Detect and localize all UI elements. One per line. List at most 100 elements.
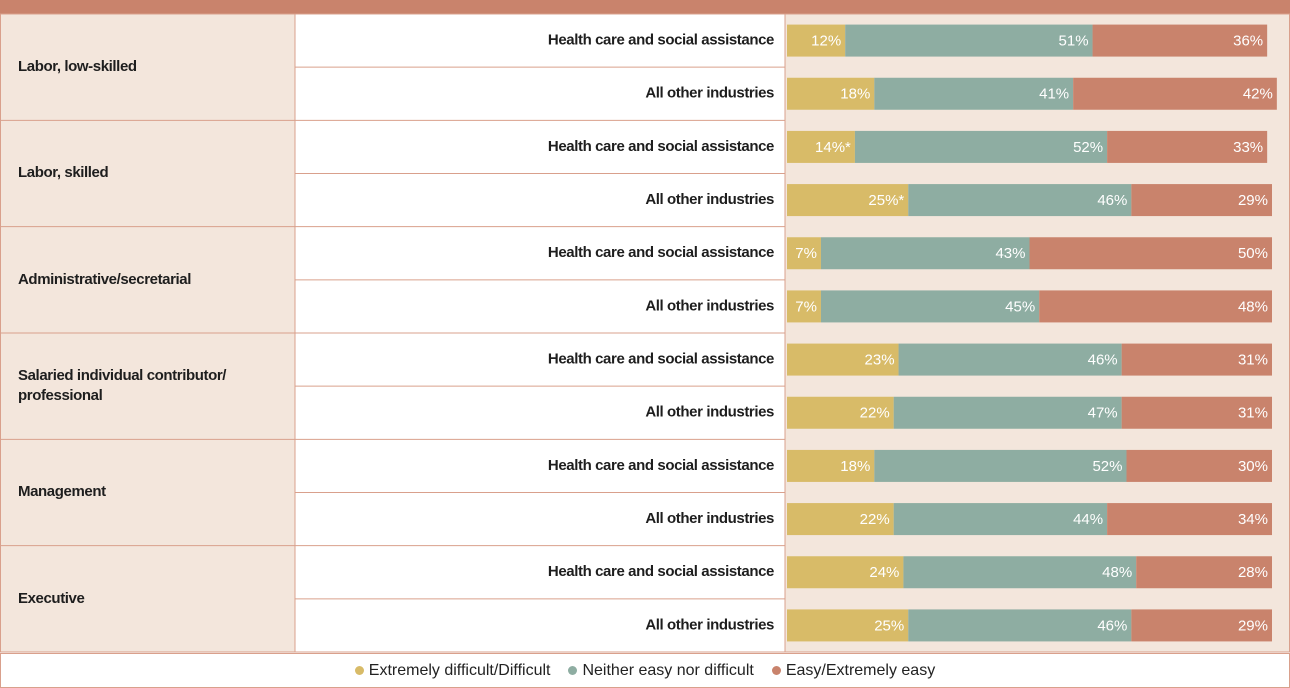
- value-label: 29%: [1238, 617, 1268, 634]
- value-label: 45%: [1005, 298, 1035, 315]
- group-label: Management: [18, 483, 106, 501]
- bar-segment: [845, 24, 1093, 57]
- value-label: 44%: [1073, 511, 1103, 528]
- group-cell: Labor, low-skilled: [18, 58, 137, 76]
- bar-segment: [1107, 130, 1268, 163]
- value-label: 46%: [1097, 617, 1127, 634]
- legend-item: Neither easy nor difficult: [568, 661, 754, 680]
- category-label: All other industries: [645, 510, 774, 527]
- category-label: Health care and social assistance: [548, 457, 774, 474]
- value-label: 52%: [1092, 458, 1122, 475]
- value-label: 18%: [840, 86, 870, 103]
- bar-segment: [1136, 556, 1272, 589]
- category-label: Health care and social assistance: [548, 351, 774, 368]
- bar-segment: [787, 609, 909, 642]
- bar-segment: [1131, 609, 1272, 642]
- bar-segment: [1039, 290, 1272, 323]
- bar-segment: [820, 290, 1040, 323]
- value-label: 42%: [1243, 86, 1273, 103]
- bar-segment: [787, 237, 821, 270]
- bar-segment: [1121, 396, 1272, 429]
- group-label: Administrative/secretarial: [18, 270, 192, 288]
- bar-segment: [787, 449, 875, 482]
- bar-segment: [1029, 237, 1272, 270]
- value-label: 51%: [1059, 33, 1089, 50]
- bar-segment: [874, 77, 1074, 110]
- category-label: Health care and social assistance: [548, 563, 774, 580]
- legend-label: Easy/Extremely easy: [785, 661, 936, 679]
- legend-label: Neither easy nor difficult: [582, 661, 754, 679]
- group-label: Salaried individual contributor/ profess…: [18, 367, 227, 405]
- value-label: 52%: [1073, 139, 1103, 156]
- bar-segment: [787, 184, 909, 217]
- group-cell: Labor, skilled: [18, 164, 109, 182]
- value-label: 31%: [1238, 352, 1268, 369]
- value-label: 48%: [1238, 298, 1268, 315]
- bar-segment: [820, 237, 1030, 270]
- category-label: All other industries: [645, 616, 774, 633]
- value-label: 25%*: [868, 192, 904, 209]
- bar-segment: [908, 184, 1132, 217]
- category-label: All other industries: [645, 297, 774, 314]
- value-label: 7%: [795, 245, 817, 262]
- category-label: All other industries: [645, 85, 774, 102]
- bar-segment: [854, 130, 1108, 163]
- bar-segment: [1126, 449, 1272, 482]
- value-label: 48%: [1102, 564, 1132, 581]
- bar-segment: [1073, 77, 1277, 110]
- group-cell: Executive: [18, 589, 85, 607]
- value-label: 22%: [860, 511, 890, 528]
- value-label: 22%: [860, 405, 890, 422]
- bar-segment: [787, 24, 846, 57]
- legend-item: Extremely difficult/Difficult: [354, 661, 551, 680]
- bar-segment: [787, 556, 904, 589]
- group-label: Labor, low-skilled: [18, 58, 137, 76]
- bar-segment: [787, 77, 875, 110]
- category-label: All other industries: [645, 404, 774, 421]
- bar-segment: [787, 396, 894, 429]
- value-label: 7%: [795, 298, 817, 315]
- legend-swatch: [568, 666, 578, 675]
- value-label: 33%: [1233, 139, 1263, 156]
- bar-segment: [898, 343, 1122, 376]
- value-label: 36%: [1233, 33, 1263, 50]
- group-label: Labor, skilled: [18, 164, 109, 182]
- bar-area: [785, 14, 1290, 652]
- legend: Extremely difficult/Difficult Neither eas…: [0, 653, 1290, 688]
- category-label: All other industries: [645, 191, 774, 208]
- value-label: 29%: [1238, 192, 1268, 209]
- value-label: 24%: [869, 564, 899, 581]
- value-label: 41%: [1039, 86, 1069, 103]
- value-label: 43%: [995, 245, 1025, 262]
- header-bar: [0, 0, 1290, 14]
- value-label: 14%*: [815, 139, 851, 156]
- category-label: Health care and social assistance: [548, 244, 774, 261]
- value-label: 30%: [1238, 458, 1268, 475]
- value-label: 47%: [1088, 405, 1118, 422]
- bar-segment: [1092, 24, 1268, 57]
- value-label: 18%: [840, 458, 870, 475]
- value-label: 34%: [1238, 511, 1268, 528]
- group-cell: Salaried individual contributor/ profess…: [18, 367, 227, 405]
- value-label: 12%: [811, 33, 841, 50]
- value-label: 23%: [865, 352, 895, 369]
- chart: Labor, low-skilled Labor, skilled Administ…: [0, 0, 1290, 653]
- bar-segment: [1107, 503, 1272, 536]
- bar-segment: [1131, 184, 1272, 217]
- legend-label: Extremely difficult/Difficult: [368, 661, 551, 679]
- category-label: Health care and social assistance: [548, 138, 774, 155]
- bar-segment: [893, 503, 1108, 536]
- bar-segment: [787, 503, 894, 536]
- group-label: Executive: [18, 589, 85, 607]
- value-label: 46%: [1097, 192, 1127, 209]
- bar-segment: [903, 556, 1137, 589]
- value-label: 31%: [1238, 405, 1268, 422]
- value-label: 25%: [874, 617, 904, 634]
- bar-segment: [787, 130, 855, 163]
- bar-segment: [893, 396, 1122, 429]
- category-label: Health care and social assistance: [548, 32, 774, 49]
- legend-swatch: [771, 666, 781, 675]
- legend-swatch: [354, 666, 364, 675]
- value-label: 46%: [1088, 352, 1118, 369]
